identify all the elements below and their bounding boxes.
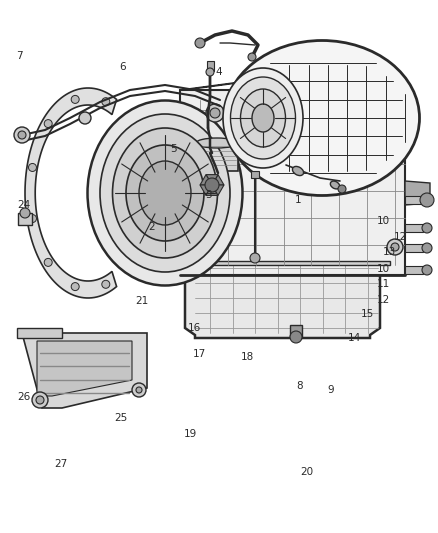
Text: 6: 6 [119,62,126,71]
Circle shape [422,243,432,253]
Text: 7: 7 [16,51,23,61]
Text: 19: 19 [184,430,197,439]
Text: 21: 21 [136,296,149,306]
Polygon shape [260,80,325,90]
Polygon shape [405,224,423,232]
Text: 24: 24 [18,200,31,210]
Circle shape [248,53,256,61]
Ellipse shape [223,68,303,168]
Text: 14: 14 [348,334,361,343]
Text: 9: 9 [327,385,334,395]
Text: 12: 12 [394,232,407,242]
Circle shape [290,331,302,343]
Text: 20: 20 [300,467,313,477]
Circle shape [28,164,36,172]
Ellipse shape [196,138,238,148]
Polygon shape [18,213,32,225]
Polygon shape [200,185,212,196]
Polygon shape [251,171,259,178]
Ellipse shape [113,128,218,258]
Polygon shape [200,175,212,185]
Polygon shape [180,82,245,90]
Text: 11: 11 [377,279,390,288]
Ellipse shape [100,114,230,272]
Circle shape [338,185,346,193]
Ellipse shape [252,104,274,132]
Circle shape [20,208,30,218]
Text: 13: 13 [383,247,396,256]
Circle shape [205,178,219,192]
Circle shape [136,387,142,393]
Polygon shape [207,61,214,71]
Circle shape [132,383,146,397]
Text: 4: 4 [215,67,223,77]
Ellipse shape [330,181,340,189]
Circle shape [195,38,205,48]
Polygon shape [405,244,423,252]
Polygon shape [405,266,423,274]
Circle shape [28,215,36,223]
Ellipse shape [225,41,420,196]
Text: 27: 27 [55,459,68,469]
Text: 5: 5 [170,144,177,154]
Text: 12: 12 [377,295,390,304]
Polygon shape [212,175,224,185]
Text: 10: 10 [377,264,390,274]
Circle shape [206,68,214,76]
Text: 1: 1 [294,195,301,205]
Polygon shape [405,181,430,205]
Text: 17: 17 [193,350,206,359]
Polygon shape [212,185,224,196]
Polygon shape [185,261,390,265]
Circle shape [14,127,30,143]
Polygon shape [22,333,147,408]
Ellipse shape [88,101,243,286]
Circle shape [18,131,26,139]
Circle shape [387,239,403,255]
Text: 16: 16 [188,323,201,333]
Text: 26: 26 [18,392,31,402]
Ellipse shape [126,145,204,241]
Polygon shape [185,263,380,338]
Text: 18: 18 [241,352,254,362]
Polygon shape [180,90,405,275]
Circle shape [250,253,260,263]
Polygon shape [405,196,423,204]
Circle shape [71,282,79,290]
Text: 25: 25 [114,414,127,423]
Circle shape [44,259,52,266]
Polygon shape [25,88,117,298]
Ellipse shape [230,77,296,159]
Circle shape [391,243,399,251]
Text: 2: 2 [148,222,155,231]
Polygon shape [290,325,302,338]
Circle shape [210,108,220,118]
Polygon shape [206,185,218,196]
Circle shape [71,95,79,103]
Circle shape [79,112,91,124]
Ellipse shape [240,89,286,147]
Circle shape [206,104,224,122]
Circle shape [422,265,432,275]
Text: 15: 15 [361,310,374,319]
Circle shape [102,280,110,288]
Text: 3: 3 [205,190,212,199]
Text: 10: 10 [377,216,390,226]
Polygon shape [196,143,238,171]
Circle shape [32,392,48,408]
Polygon shape [17,328,62,338]
Circle shape [44,119,52,127]
Polygon shape [37,341,132,396]
Circle shape [420,193,434,207]
Ellipse shape [293,166,304,175]
Circle shape [36,396,44,404]
Circle shape [102,98,110,106]
Text: 8: 8 [297,382,304,391]
Ellipse shape [139,161,191,225]
Circle shape [422,223,432,233]
Polygon shape [206,175,218,185]
